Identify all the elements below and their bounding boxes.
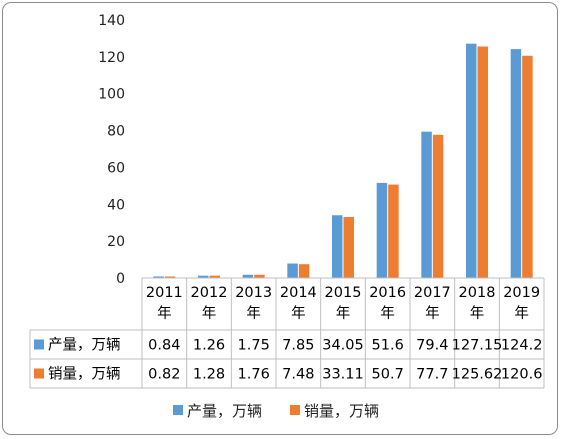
legend-swatch-0: [173, 405, 183, 415]
bar-s0-c5: [376, 182, 388, 278]
category-suffix-2: 年: [246, 305, 261, 322]
table-value-s0-c7: 127.15: [452, 338, 503, 354]
y-tick-label-2: 40: [107, 197, 125, 213]
category-suffix-8: 年: [514, 305, 529, 322]
table-series-key-1: [34, 368, 44, 379]
y-tick-label-1: 20: [107, 234, 125, 250]
table-value-s1-c1: 1.28: [193, 367, 225, 383]
bar-s0-c8: [510, 49, 522, 278]
table-series-key-0: [34, 339, 44, 350]
bar-s0-c6: [421, 131, 432, 278]
bar-s0-c3: [287, 263, 298, 278]
table-value-s1-c8: 120.6: [501, 367, 543, 383]
category-label-6: 2017: [414, 285, 451, 301]
bar-s1-c2: [254, 274, 265, 278]
table-value-s1-c4: 33.11: [322, 367, 364, 383]
table-value-s0-c4: 34.05: [322, 338, 364, 354]
table-value-s1-c3: 7.48: [282, 367, 314, 383]
bar-s0-c0: [153, 276, 164, 278]
y-tick-label-4: 80: [107, 124, 125, 140]
category-label-5: 2016: [369, 285, 406, 301]
bar-s1-c6: [432, 134, 444, 278]
category-label-3: 2014: [280, 285, 317, 301]
y-tick-label-0: 0: [116, 271, 125, 287]
category-suffix-0: 年: [157, 305, 172, 322]
table-value-s1-c0: 0.82: [148, 367, 180, 383]
table-value-s0-c6: 79.4: [416, 338, 448, 354]
category-label-2: 2013: [235, 285, 272, 301]
bar-s0-c1: [198, 275, 209, 278]
bar-s0-c7: [466, 43, 477, 279]
table-value-s1-c5: 50.7: [372, 367, 404, 383]
table-value-s0-c2: 1.75: [238, 338, 270, 354]
category-label-8: 2019: [503, 285, 540, 301]
legend-swatch-1: [290, 405, 300, 415]
category-suffix-5: 年: [380, 305, 395, 322]
data-table-grid: [29, 277, 545, 389]
bar-s1-c3: [298, 264, 310, 278]
category-label-4: 2015: [325, 285, 362, 301]
bar-s1-c4: [343, 216, 354, 278]
category-label-1: 2012: [191, 285, 228, 301]
bar-s1-c8: [522, 55, 533, 278]
bar-s0-c4: [332, 215, 343, 278]
table-value-s1-c2: 1.76: [238, 367, 270, 383]
bar-s0-c2: [242, 274, 254, 278]
bar-s1-c7: [477, 46, 488, 278]
y-tick-label-5: 100: [98, 87, 125, 103]
table-value-s0-c8: 124.2: [501, 338, 543, 354]
bar-s1-c0: [164, 276, 176, 278]
category-suffix-6: 年: [425, 305, 440, 322]
legend-label-1: 销量，万辆: [304, 402, 379, 420]
bar-s1-c1: [209, 275, 220, 278]
category-suffix-4: 年: [336, 305, 351, 322]
y-tick-label-7: 140: [98, 13, 125, 29]
category-suffix-1: 年: [202, 305, 217, 322]
bar-s1-c5: [388, 184, 399, 278]
chart-frame: [2, 2, 558, 435]
category-label-0: 2011: [146, 285, 183, 301]
table-value-s1-c7: 125.62: [452, 367, 503, 383]
table-value-s0-c1: 1.26: [193, 338, 225, 354]
table-value-s0-c5: 51.6: [372, 338, 404, 354]
category-label-7: 2018: [459, 285, 496, 301]
table-value-s1-c6: 77.7: [416, 367, 448, 383]
table-value-s0-c0: 0.84: [148, 338, 180, 354]
y-tick-label-3: 60: [107, 160, 125, 176]
category-suffix-7: 年: [470, 305, 485, 322]
y-tick-label-6: 120: [98, 50, 125, 66]
table-series-name-1: 销量，万辆: [48, 366, 121, 383]
legend-label-0: 产量，万辆: [187, 402, 262, 420]
table-series-name-0: 产量，万辆: [48, 337, 121, 354]
table-value-s0-c3: 7.85: [282, 338, 314, 354]
category-suffix-3: 年: [291, 305, 306, 322]
